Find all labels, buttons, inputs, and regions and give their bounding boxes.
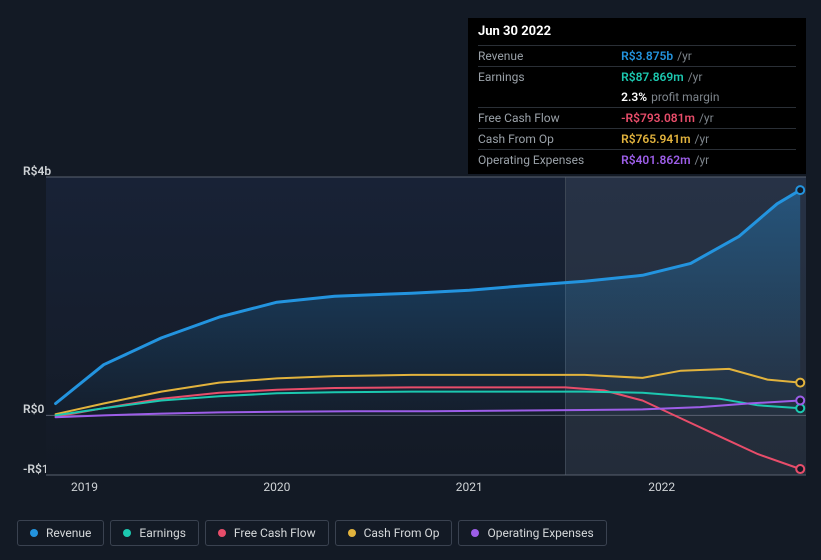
y-axis-label: R$4b [23,164,51,178]
legend-item-cash-from-op[interactable]: Cash From Op [335,520,453,546]
tooltip-row-value: -R$793.081m/yr [621,108,796,129]
legend-item-free-cash-flow[interactable]: Free Cash Flow [205,520,329,546]
legend-item-earnings[interactable]: Earnings [110,520,199,546]
tooltip-row-extra: 2.3%profit margin [621,87,796,108]
tooltip-row-label: Cash From Op [478,129,621,150]
legend-label: Free Cash Flow [234,526,316,540]
legend-item-revenue[interactable]: Revenue [17,520,104,546]
legend-label: Operating Expenses [487,526,593,540]
chart-tooltip: Jun 30 2022 Revenue R$3.875b/yrEarnings … [468,18,806,174]
legend-dot [123,529,131,537]
legend-label: Cash From Op [364,526,440,540]
x-axis-label: 2021 [456,480,483,494]
x-axis-label: 2022 [648,480,675,494]
tooltip-row-label: Revenue [478,46,621,67]
tooltip-row-label: Earnings [478,67,621,88]
y-axis-label: R$0 [23,402,44,416]
tooltip-row-label: Free Cash Flow [478,108,621,129]
chart-legend: Revenue Earnings Free Cash Flow Cash From O… [17,520,607,546]
tooltip-table: Revenue R$3.875b/yrEarnings R$87.869m/yr… [478,45,796,170]
legend-dot [218,529,226,537]
x-axis-label: 2019 [71,480,98,494]
tooltip-row-value: R$765.941m/yr [621,129,796,150]
tooltip-row-value: R$87.869m/yr [621,67,796,88]
tooltip-date: Jun 30 2022 [478,24,796,39]
legend-item-operating-expenses[interactable]: Operating Expenses [458,520,606,546]
chart-plot[interactable] [46,177,806,475]
tooltip-row-value: R$3.875b/yr [621,46,796,67]
legend-label: Revenue [46,526,91,540]
financials-chart: R$4bR$0-R$1b 2019202020212022 [17,160,806,516]
legend-dot [348,529,356,537]
legend-label: Earnings [139,526,186,540]
legend-dot [30,529,38,537]
x-axis-label: 2020 [263,480,290,494]
legend-dot [471,529,479,537]
